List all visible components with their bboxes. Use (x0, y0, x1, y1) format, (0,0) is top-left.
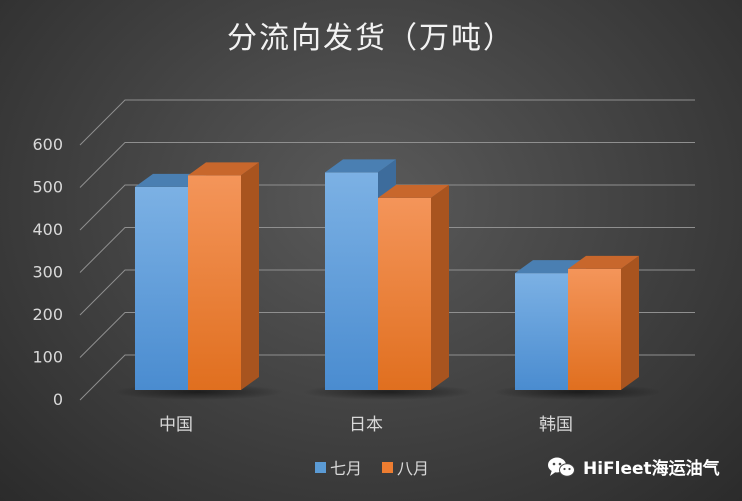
bar-front (135, 186, 188, 390)
bar-august-1 (378, 184, 449, 390)
bar-top (378, 184, 449, 198)
gridline (79, 142, 695, 188)
bar-august-0 (188, 162, 259, 390)
gridlines (79, 99, 695, 401)
bar-front (325, 172, 378, 390)
y-tick-label: 100 (32, 348, 63, 367)
legend-label-august: 八月 (397, 459, 429, 478)
bars (113, 159, 663, 400)
bar-top (568, 255, 639, 269)
gridline (79, 99, 695, 146)
gridline (79, 269, 695, 316)
bar-front (188, 175, 241, 390)
bar-front (378, 197, 431, 390)
gridline (79, 312, 695, 358)
x-category-label: 日本 (349, 415, 383, 435)
gridline (79, 227, 695, 273)
bar-front (568, 268, 621, 390)
y-tick-label: 400 (32, 220, 63, 239)
bar-top (325, 159, 396, 173)
legend-swatch-august (382, 462, 393, 473)
bar-august-2 (568, 255, 639, 390)
watermark: HiFleet海运油气 (548, 457, 720, 479)
bar-side (241, 162, 259, 390)
y-tick-label: 600 (32, 135, 63, 154)
legend-label-july: 七月 (330, 459, 362, 478)
legend-swatch-july (315, 462, 326, 473)
x-category-label: 中国 (159, 415, 193, 435)
y-tick-label: 500 (32, 178, 63, 197)
bar-top (188, 162, 259, 176)
legend: 七月 八月 (315, 459, 429, 478)
bar-side (431, 184, 449, 390)
chart-title: 分流向发货（万吨） (227, 21, 515, 56)
wechat-icon (548, 457, 575, 477)
bar-front (515, 273, 568, 390)
gridline (79, 184, 695, 231)
watermark-text: HiFleet海运油气 (583, 458, 720, 479)
gridline (79, 354, 695, 401)
x-category-label: 韩国 (539, 415, 573, 435)
bar-side (621, 255, 639, 390)
y-tick-label: 200 (32, 305, 63, 324)
y-axis-ticks: 0 100 200 300 400 500 600 (32, 135, 63, 409)
y-tick-label: 0 (53, 390, 63, 409)
x-axis-categories: 中国 日本 韩国 (159, 415, 573, 435)
y-tick-label: 300 (32, 263, 63, 282)
